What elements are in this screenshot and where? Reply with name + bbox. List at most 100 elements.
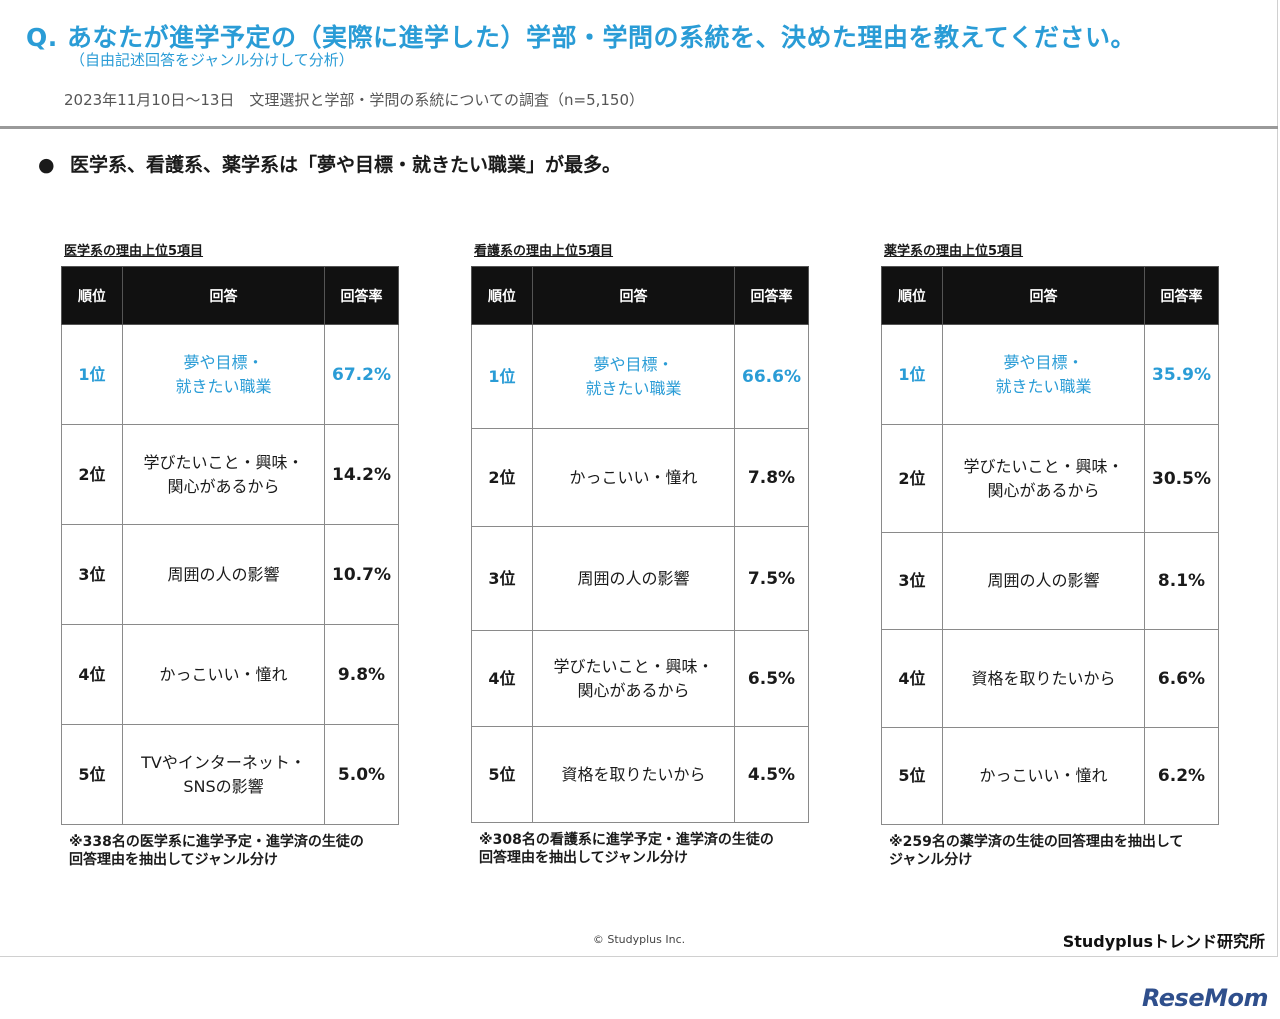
rank-cell: 3位 — [881, 532, 943, 630]
answer-line: 周囲の人の影響 — [577, 568, 690, 588]
answer-cell: 学びたいこと・興味・ 関心があるから — [122, 424, 325, 525]
rate-cell: 9.8% — [324, 624, 399, 725]
table-row: 1位 夢や目標・就きたい職業 67.2% — [61, 324, 399, 425]
rank-cell: 5位 — [61, 724, 123, 825]
answer-line: 就きたい職業 — [175, 376, 272, 396]
table-row: 5位 資格を取りたいから 4.5% — [471, 726, 809, 823]
survey-info: 2023年11月10日～13日 文理選択と学部・学問の系統についての調査（n=5… — [64, 91, 645, 109]
slide: Q. あなたが進学予定の（実際に進学した）学部・学問の系統を、決めた理由を教えて… — [0, 0, 1278, 957]
answer-cell: 夢や目標・就きたい職業 — [122, 324, 325, 425]
answer-line: 夢や目標・ — [1003, 352, 1084, 372]
answer-line: TVやインターネット・ — [141, 752, 306, 772]
answer-line: 夢や目標・ — [593, 354, 674, 374]
answer-cell: かっこいい・憧れ — [942, 727, 1145, 825]
rank-cell: 2位 — [881, 424, 943, 533]
column-header-answer: 回答 — [122, 266, 325, 325]
answer-line: 関心があるから — [577, 680, 690, 700]
column-header-rate: 回答率 — [734, 266, 809, 325]
answer-line: かっこいい・憧れ — [979, 766, 1108, 785]
rank-cell: 3位 — [471, 526, 533, 631]
question-subtitle: （自由記述回答をジャンル分けして分析） — [70, 51, 354, 69]
headline: ● 医学系、看護系、薬学系は「夢や目標・就きたい職業」が最多。 — [38, 150, 621, 177]
footnote-line: 回答理由を抽出してジャンル分け — [69, 852, 278, 868]
table-row: 4位 かっこいい・憧れ 9.8% — [61, 624, 399, 725]
answer-line: 学びたいこと・興味・ — [553, 656, 714, 676]
rate-cell: 14.2% — [324, 424, 399, 525]
table-row: 3位 周囲の人の影響 7.5% — [471, 526, 809, 631]
column-header-rank: 順位 — [61, 266, 123, 325]
rate-cell: 5.0% — [324, 724, 399, 825]
question-title: Q. あなたが進学予定の（実際に進学した）学部・学問の系統を、決めた理由を教えて… — [26, 23, 1136, 52]
answer-line: 周囲の人の影響 — [987, 571, 1100, 590]
answer-line: かっこいい・憧れ — [159, 664, 288, 684]
footnote-line: ※259名の薬学済の生徒の回答理由を抽出して — [889, 834, 1184, 850]
answer-line: 周囲の人の影響 — [167, 564, 280, 584]
rank-cell: 1位 — [471, 324, 533, 429]
answer-line: 就きたい職業 — [995, 376, 1092, 396]
answer-line: 資格を取りたいから — [561, 764, 706, 784]
answer-cell: TVやインターネット・ SNSの影響 — [122, 724, 325, 825]
table-row: 5位 TVやインターネット・ SNSの影響 5.0% — [61, 724, 399, 825]
footnote-line: ※308名の看護系に進学予定・進学済の生徒の — [479, 832, 774, 848]
table-row: 4位 学びたいこと・興味・ 関心があるから 6.5% — [471, 630, 809, 727]
rate-cell: 6.5% — [734, 630, 809, 727]
table-row: 2位 学びたいこと・興味・ 関心があるから 14.2% — [61, 424, 399, 525]
footnote-line: ジャンル分け — [889, 852, 973, 868]
panel-medicine: 医学系の理由上位5項目 順位 回答 回答率 1位 夢や目標・ 就きたい職業 67.… — [61, 240, 399, 869]
rate-cell: 7.5% — [734, 526, 809, 631]
header-divider — [0, 126, 1278, 129]
rank-cell: 2位 — [471, 428, 533, 527]
answer-cell: 資格を取りたいから — [942, 629, 1145, 728]
answer-line: SNSの影響 — [183, 776, 264, 796]
rate-cell: 7.8% — [734, 428, 809, 527]
rate-cell: 8.1% — [1144, 532, 1219, 630]
table-header-row: 順位 回答 回答率 — [61, 266, 399, 325]
footnote: ※338名の医学系に進学予定・進学済の生徒の 回答理由を抽出してジャンル分け — [69, 833, 399, 869]
rate-cell: 35.9% — [1144, 324, 1219, 425]
table-header-row: 順位 回答 回答率 — [471, 266, 809, 325]
answer-cell: かっこいい・憧れ — [532, 428, 735, 527]
answer-cell: 資格を取りたいから — [532, 726, 735, 823]
column-header-rank: 順位 — [471, 266, 533, 325]
answer-line: 関心があるから — [987, 480, 1100, 500]
brand-logo: Studyplusトレンド研究所 — [1062, 932, 1265, 951]
answer-cell: 学びたいこと・興味・ 関心があるから — [942, 424, 1145, 533]
footnote: ※308名の看護系に進学予定・進学済の生徒の 回答理由を抽出してジャンル分け — [479, 831, 809, 867]
rank-cell: 1位 — [881, 324, 943, 425]
rate-cell: 6.6% — [1144, 629, 1219, 728]
answer-line: 夢や目標・ — [183, 352, 264, 372]
table-row: 3位 周囲の人の影響 8.1% — [881, 532, 1219, 630]
table-row: 1位 夢や目標・ 就きたい職業 66.6% — [471, 324, 809, 429]
answer-cell: 夢や目標・ 就きたい職業 — [532, 324, 735, 429]
rank-cell: 5位 — [471, 726, 533, 823]
column-header-answer: 回答 — [532, 266, 735, 325]
rank-cell: 1位 — [61, 324, 123, 425]
panel-nursing: 看護系の理由上位5項目 順位 回答 回答率 1位 夢や目標・ 就きたい職業 66.… — [471, 240, 809, 867]
table-row: 2位 かっこいい・憧れ 7.8% — [471, 428, 809, 527]
copyright: © Studyplus Inc. — [592, 933, 686, 946]
panel-title: 薬学系の理由上位5項目 — [884, 244, 1024, 259]
answer-line: かっこいい・憧れ — [569, 467, 698, 487]
ranking-table: 順位 回答 回答率 1位 夢や目標・ 就きたい職業 66.6% 2位 かっこいい・… — [471, 266, 809, 823]
watermark-logo: ReseMom — [1141, 984, 1269, 1012]
table-row: 2位 学びたいこと・興味・ 関心があるから 30.5% — [881, 424, 1219, 533]
table-row: 1位 夢や目標・就きたい職業 35.9% — [881, 324, 1219, 425]
footnote: ※259名の薬学済の生徒の回答理由を抽出して ジャンル分け — [889, 833, 1219, 869]
rate-cell: 6.2% — [1144, 727, 1219, 825]
table-row: 3位 周囲の人の影響 10.7% — [61, 524, 399, 625]
rate-cell: 10.7% — [324, 524, 399, 625]
answer-line: 資格を取りたいから — [971, 668, 1116, 688]
bullet-icon: ● — [38, 154, 55, 176]
table-row: 5位 かっこいい・憧れ 6.2% — [881, 727, 1219, 825]
answer-cell: 周囲の人の影響 — [532, 526, 735, 631]
rate-cell: 4.5% — [734, 726, 809, 823]
column-header-answer: 回答 — [942, 266, 1145, 325]
rate-cell: 67.2% — [324, 324, 399, 425]
footnote-line: 回答理由を抽出してジャンル分け — [479, 850, 688, 866]
rank-cell: 3位 — [61, 524, 123, 625]
footnote-line: ※338名の医学系に進学予定・進学済の生徒の — [69, 834, 364, 850]
rank-cell: 2位 — [61, 424, 123, 525]
headline-text: 医学系、看護系、薬学系は「夢や目標・就きたい職業」が最多。 — [70, 154, 622, 176]
rank-cell: 5位 — [881, 727, 943, 825]
answer-cell: 学びたいこと・興味・ 関心があるから — [532, 630, 735, 727]
